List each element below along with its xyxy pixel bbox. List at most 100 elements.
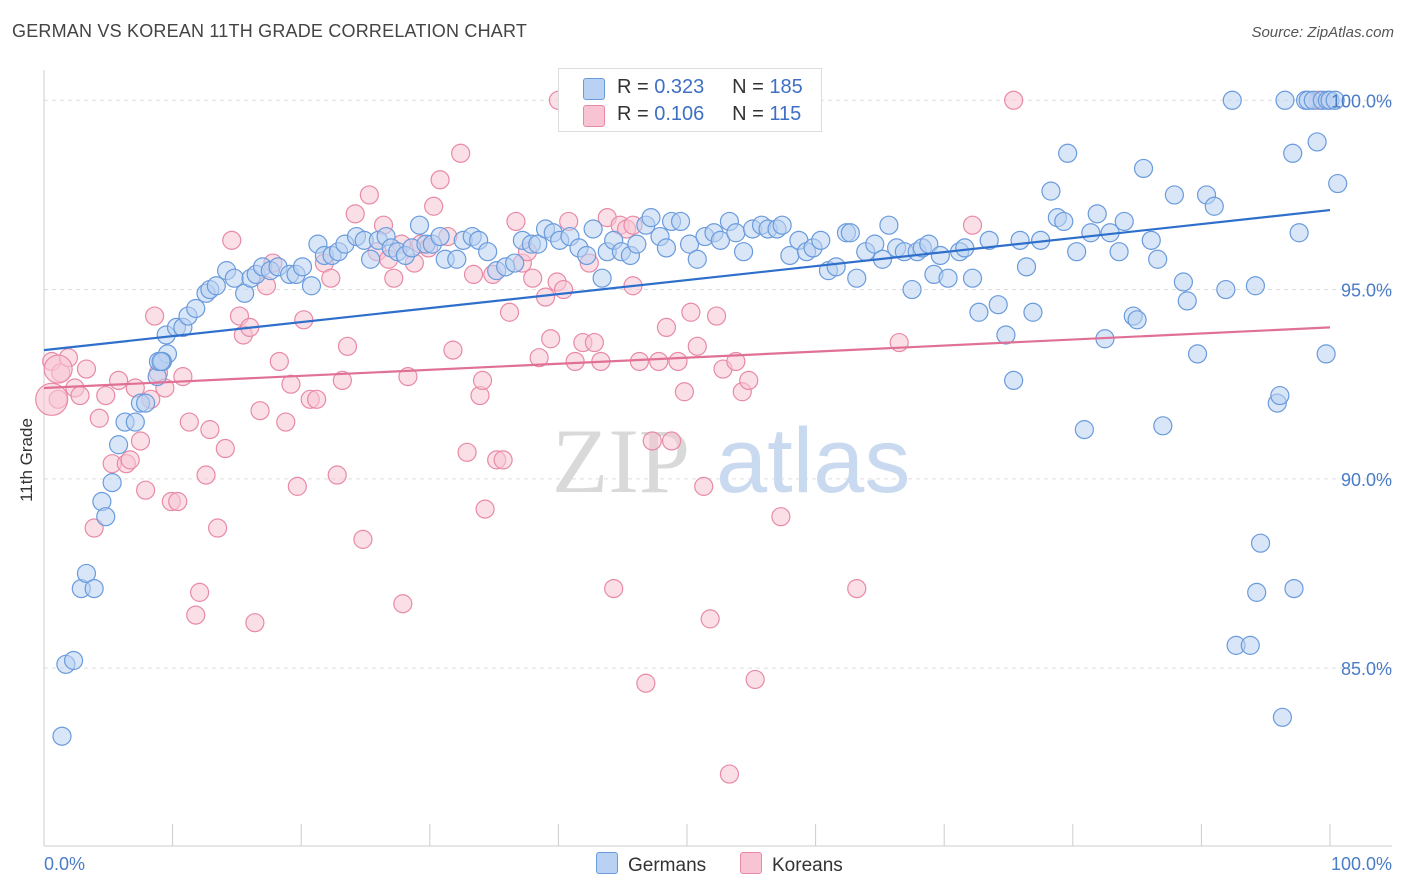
korean-point-69 (463, 264, 484, 285)
korean-point-80 (529, 348, 549, 368)
german-point-141 (1067, 242, 1087, 262)
german-point-93 (710, 230, 731, 250)
german-point-170 (1272, 707, 1293, 727)
korean-point-98 (642, 431, 662, 451)
german-point-131 (996, 325, 1016, 345)
korean-point-101 (661, 431, 682, 451)
korean-point-97 (636, 673, 656, 693)
german-point-82 (627, 234, 647, 254)
german-point-113 (865, 234, 885, 254)
german-point-134 (1016, 257, 1037, 277)
korean-point-84 (553, 279, 574, 300)
korean-point-103 (674, 382, 695, 402)
legend-r-value: 0.106 (654, 103, 705, 125)
german-point-128 (969, 302, 989, 322)
bottom-legend-germans: Germans (596, 852, 706, 877)
korean-point-39 (269, 351, 289, 372)
german-point-174 (1289, 223, 1309, 243)
german-point-169 (1270, 385, 1290, 406)
german-point-164 (1240, 635, 1260, 655)
german-point-47 (361, 249, 381, 269)
german-point-2 (63, 650, 84, 671)
chart-title: GERMAN VS KOREAN 11TH GRADE CORRELATION … (12, 21, 528, 41)
korean-point-106 (694, 476, 714, 496)
korean-point-6 (76, 359, 97, 379)
german-point-39 (301, 276, 322, 296)
german-point-11 (125, 412, 145, 432)
german-point-148 (1114, 211, 1134, 232)
korean-point-110 (719, 764, 740, 784)
legend-n-value: 185 (769, 76, 803, 98)
german-point-5 (84, 578, 104, 599)
german-point-86 (656, 238, 677, 258)
y-tick-label-0: 100.0% (1331, 91, 1392, 111)
german-point-156 (1173, 272, 1193, 292)
watermark-atlas: atlas (716, 410, 910, 512)
koreans-trend-line (43, 326, 1331, 390)
german-point-59 (447, 249, 467, 269)
german-point-29 (224, 268, 244, 288)
german-point-123 (930, 245, 950, 266)
german-point-84 (641, 208, 661, 228)
korean-point-23 (173, 367, 193, 387)
korean-point-9 (96, 385, 116, 406)
korean-point-7 (84, 518, 104, 538)
korean-point-40 (276, 412, 296, 432)
legend-swatch-koreans (583, 105, 605, 127)
korean-point-122 (472, 370, 493, 390)
german-point-115 (879, 215, 899, 235)
korean-point-118 (1004, 90, 1024, 110)
german-point-183 (1325, 90, 1345, 110)
korean-point-76 (506, 211, 526, 232)
korean-point-89 (584, 332, 605, 353)
german-point-110 (840, 223, 860, 243)
german-point-101 (772, 215, 792, 235)
korean-point-31 (222, 230, 242, 250)
korean-point-47 (321, 268, 341, 288)
bottom-legend-label-koreans: Koreans (772, 855, 843, 876)
korean-point-82 (541, 329, 561, 349)
korean-point-124 (962, 215, 983, 235)
korean-point-111 (726, 351, 746, 372)
german-point-152 (1141, 230, 1161, 250)
y-tick-label-2: 90.0% (1341, 470, 1392, 490)
legend-r-label: R = (617, 76, 649, 98)
legend-r-value: 0.323 (654, 76, 705, 98)
german-point-172 (1283, 143, 1303, 163)
german-point-161 (1216, 279, 1236, 300)
german-point-63 (478, 242, 498, 262)
x-tick-label-0: 0.0% (44, 854, 85, 874)
korean-point-5 (70, 385, 90, 406)
korean-point-92 (604, 578, 624, 599)
german-point-171 (1275, 90, 1295, 110)
korean-point-43 (294, 310, 314, 330)
korean-point-11 (108, 370, 129, 390)
korean-point-100 (656, 317, 677, 338)
german-point-89 (679, 234, 700, 254)
korean-point-25 (186, 605, 206, 625)
korean-point-113 (739, 370, 759, 390)
korean-point-79 (523, 268, 543, 288)
korean-point-30 (215, 438, 235, 459)
german-point-108 (826, 257, 846, 277)
german-point-151 (1133, 158, 1154, 179)
germans-trend-line (43, 208, 1331, 352)
korean-point-26 (190, 582, 210, 602)
korean-point-67 (451, 143, 471, 163)
korean-point-45 (307, 389, 327, 409)
korean-point-49 (332, 370, 352, 390)
german-point-77 (592, 268, 612, 288)
korean-point-102 (668, 351, 688, 372)
korean-point-41 (281, 374, 301, 394)
korean-point-28 (200, 420, 220, 440)
korean-point-74 (493, 450, 513, 470)
korean-point-57 (384, 268, 404, 288)
korean-point-108 (706, 306, 727, 326)
german-point-66 (505, 253, 525, 273)
korean-point-99 (649, 351, 669, 372)
german-point-143 (1081, 223, 1101, 243)
korean-point-115 (771, 507, 791, 527)
legend-swatch-germans (583, 78, 605, 100)
german-point-167 (1250, 533, 1271, 553)
watermark-zip: ZIP (552, 410, 690, 512)
